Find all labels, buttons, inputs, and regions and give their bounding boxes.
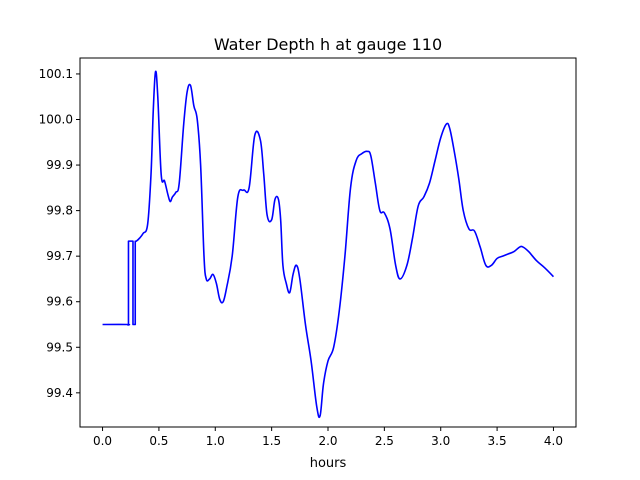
x-tick-label: 0.0 [93, 434, 112, 448]
x-tick-label: 4.0 [544, 434, 563, 448]
y-tick-label: 99.5 [46, 340, 73, 354]
x-tick-label: 3.0 [431, 434, 450, 448]
x-tick-label: 3.5 [488, 434, 507, 448]
x-tick-label: 0.5 [149, 434, 168, 448]
chart-title: Water Depth h at gauge 110 [214, 35, 442, 54]
plot-layer [102, 70, 555, 419]
x-tick-label: 2.0 [318, 434, 337, 448]
y-tick-label: 100.1 [39, 67, 73, 81]
x-tick-label: 2.5 [375, 434, 394, 448]
series-line-water-depth [102, 70, 555, 419]
plot-frame [79, 57, 577, 428]
y-tick-label: 99.9 [46, 158, 73, 172]
y-tick-label: 99.8 [46, 204, 73, 218]
x-axis-label: hours [310, 456, 347, 471]
y-tick-label: 99.4 [46, 386, 73, 400]
x-tick-label: 1.0 [206, 434, 225, 448]
y-tick-label: 99.7 [46, 249, 73, 263]
tick-layer: 0.0 0.5 1.0 1.5 2.0 2.5 3.0 3.5 4.0 99.4 99.5 99.6 9… [39, 67, 563, 448]
x-tick-label: 1.5 [262, 434, 281, 448]
y-tick-label: 99.6 [46, 295, 73, 309]
y-tick-label: 100.0 [39, 113, 73, 127]
